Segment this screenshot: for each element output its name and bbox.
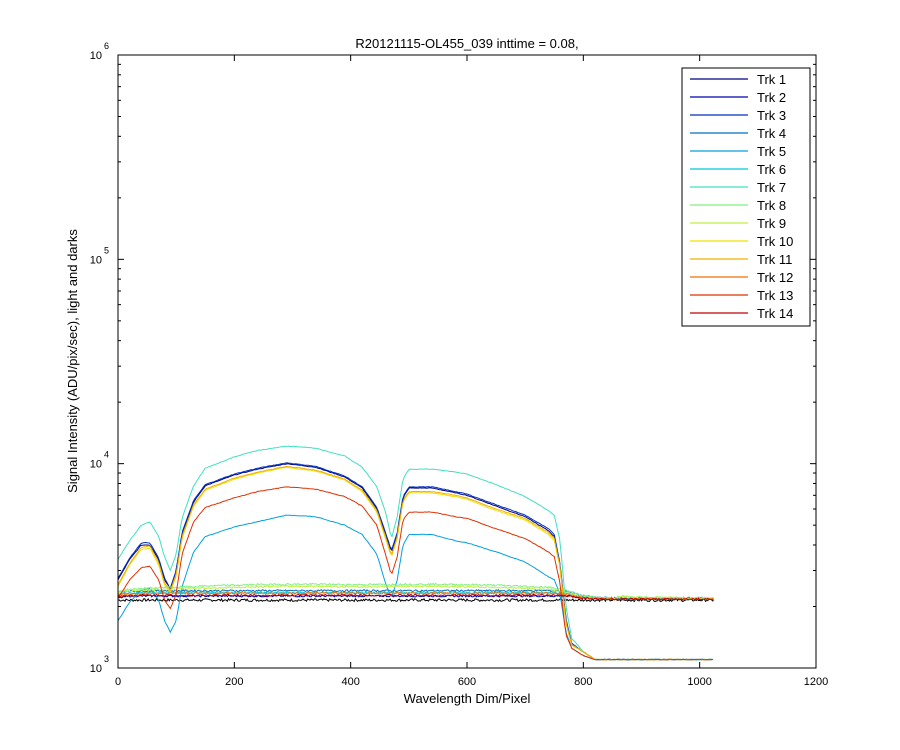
x-axis-label: Wavelength Dim/Pixel xyxy=(404,691,531,706)
legend-label: Trk 6 xyxy=(757,162,786,177)
legend: Trk 1 Trk 2 Trk 3 Trk 4 Trk 5 Trk 6 Trk 7 Trk 8… xyxy=(681,67,811,327)
y-tick-exponent: 3 xyxy=(104,654,109,664)
legend-box xyxy=(681,67,811,327)
series-line-trk-11 xyxy=(117,466,713,661)
data-traces xyxy=(117,445,714,661)
legend-label: Trk 4 xyxy=(757,126,786,141)
x-tick-label: 400 xyxy=(341,676,359,688)
series-line-trk-10 xyxy=(117,466,714,661)
x-tick-label: 1000 xyxy=(687,676,711,688)
series-line-trk-14 xyxy=(117,593,714,601)
x-tick-label: 200 xyxy=(225,676,243,688)
legend-label: Trk 10 xyxy=(757,234,793,249)
y-tick-label: 10 xyxy=(90,254,102,266)
y-tick-label: 10 xyxy=(90,459,102,471)
x-tick-label: 1200 xyxy=(804,676,828,688)
y-tick-label: 10 xyxy=(90,663,102,675)
x-tick-label: 600 xyxy=(458,676,476,688)
y-tick-label: 10 xyxy=(90,50,102,62)
legend-label: Trk 14 xyxy=(757,306,793,321)
legend-label: Trk 3 xyxy=(757,108,786,123)
x-tick-label: 0 xyxy=(115,676,121,688)
series-line-trk-13 xyxy=(117,486,714,661)
series-line-trk-7 xyxy=(117,445,714,661)
legend-label: Trk 5 xyxy=(757,144,786,159)
legend-label: Trk 8 xyxy=(757,198,786,213)
legend-label: Trk 1 xyxy=(757,72,786,87)
series-line-trk-4 xyxy=(117,588,714,600)
y-tick-exponent: 6 xyxy=(104,41,109,51)
legend-label: Trk 12 xyxy=(757,270,793,285)
y-tick-exponent: 4 xyxy=(104,450,109,460)
y-axis-label: Signal Intensity (ADU/pix/sec), light an… xyxy=(65,229,80,493)
legend-label: Trk 13 xyxy=(757,288,793,303)
series-line-trk-9 xyxy=(117,584,714,600)
chart-title: R20121115-OL455_039 inttime = 0.08, xyxy=(355,36,578,51)
x-tick-label: 800 xyxy=(574,676,592,688)
series-line-trk-5 xyxy=(117,514,714,661)
legend-label: Trk 2 xyxy=(757,90,786,105)
y-tick-exponent: 5 xyxy=(104,245,109,255)
legend-label: Trk 11 xyxy=(757,252,792,267)
legend-label: Trk 7 xyxy=(757,180,786,195)
legend-label: Trk 9 xyxy=(757,216,786,231)
